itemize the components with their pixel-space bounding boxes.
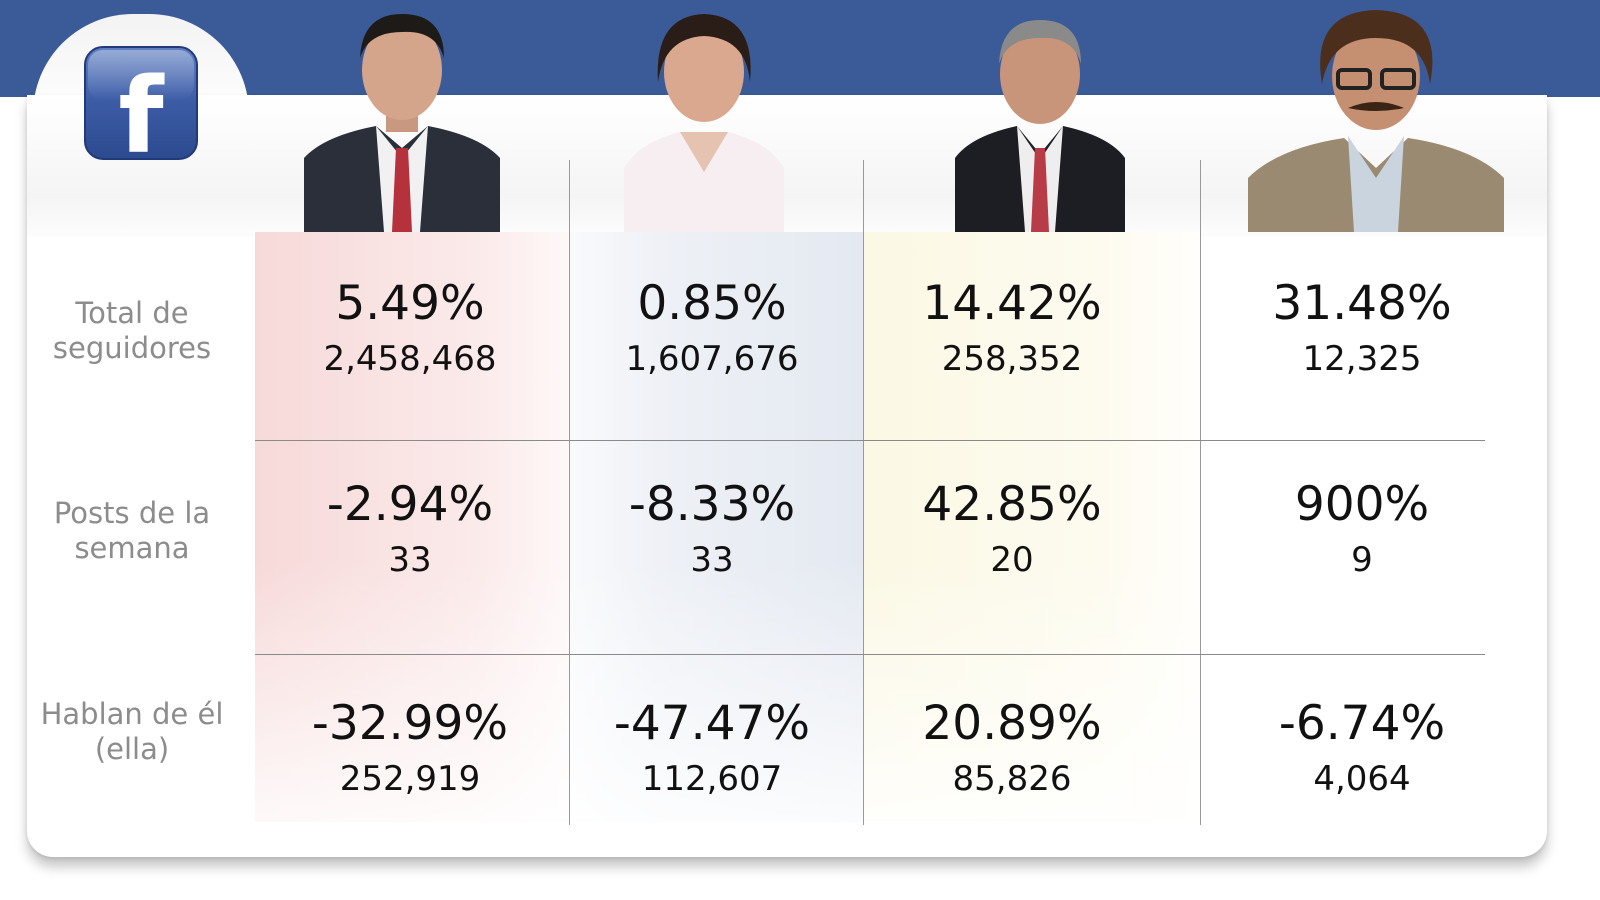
column-fade xyxy=(255,560,1200,825)
cell-percent: 0.85% xyxy=(637,276,787,331)
cell-percent: 31.48% xyxy=(1272,276,1452,331)
cell-count: 4,064 xyxy=(1313,759,1411,799)
table-cell: -2.94% 33 xyxy=(260,477,560,581)
cell-percent: -47.47% xyxy=(613,696,811,751)
cell-count: 12,325 xyxy=(1302,339,1422,379)
table-cell: -32.99% 252,919 xyxy=(260,696,560,800)
cell-count: 33 xyxy=(690,540,734,580)
cell-percent: -2.94% xyxy=(326,477,494,532)
cell-count: 112,607 xyxy=(641,759,783,799)
facebook-logo-letter: f xyxy=(118,55,165,160)
cell-count: 85,826 xyxy=(952,759,1072,799)
cell-percent: -8.33% xyxy=(628,477,796,532)
cell-percent: 42.85% xyxy=(922,477,1102,532)
row-divider-2 xyxy=(255,654,1485,655)
cell-percent: 900% xyxy=(1294,477,1430,532)
table-cell: 42.85% 20 xyxy=(847,477,1177,581)
cell-percent: 5.49% xyxy=(335,276,485,331)
facebook-logo-icon: f xyxy=(84,46,198,160)
cell-percent: 14.42% xyxy=(922,276,1102,331)
table-cell: -8.33% 33 xyxy=(567,477,857,581)
table-cell: -6.74% 4,064 xyxy=(1212,696,1512,800)
cell-count: 2,458,468 xyxy=(323,339,497,379)
cell-count: 33 xyxy=(388,540,432,580)
candidate-photo-1 xyxy=(304,14,500,232)
table-cell: 0.85% 1,607,676 xyxy=(567,276,857,380)
candidate-photo-3 xyxy=(955,20,1125,232)
cell-count: 252,919 xyxy=(339,759,481,799)
row-label-3: Hablan de él (ella) xyxy=(40,697,224,766)
cell-count: 1,607,676 xyxy=(625,339,799,379)
candidate-photo-4 xyxy=(1248,10,1504,232)
row-divider-1 xyxy=(255,440,1485,441)
table-cell: 31.48% 12,325 xyxy=(1212,276,1512,380)
cell-percent: -6.74% xyxy=(1278,696,1446,751)
cell-count: 9 xyxy=(1351,540,1373,580)
table-cell: 5.49% 2,458,468 xyxy=(260,276,560,380)
cell-count: 258,352 xyxy=(941,339,1083,379)
row-label-1: Total de seguidores xyxy=(52,296,212,365)
table-cell: -47.47% 112,607 xyxy=(567,696,857,800)
column-divider-3 xyxy=(1200,160,1201,825)
table-cell: 20.89% 85,826 xyxy=(847,696,1177,800)
candidate-photo-2 xyxy=(624,14,784,232)
table-cell: 14.42% 258,352 xyxy=(847,276,1177,380)
column-divider-1 xyxy=(569,160,570,825)
table-cell: 900% 9 xyxy=(1212,477,1512,581)
cell-percent: -32.99% xyxy=(311,696,509,751)
row-label-2: Posts de la semana xyxy=(53,496,211,565)
column-divider-2 xyxy=(863,160,864,825)
cell-percent: 20.89% xyxy=(922,696,1102,751)
cell-count: 20 xyxy=(990,540,1034,580)
